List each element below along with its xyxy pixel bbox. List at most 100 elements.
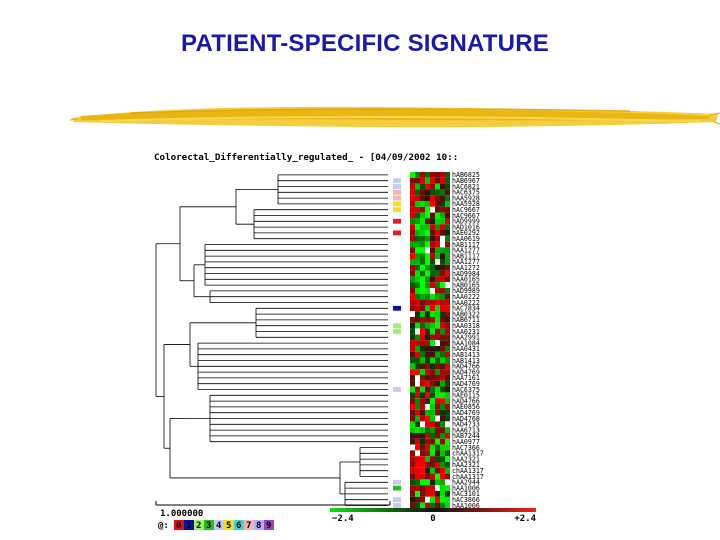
heatmap-cell xyxy=(440,392,445,399)
heatmap-cell xyxy=(410,485,415,491)
sample-annotation-mark xyxy=(393,305,401,311)
heatmap-cell xyxy=(425,392,430,399)
heatmap-cell xyxy=(425,177,430,184)
heatmap-cell xyxy=(430,485,435,491)
heatmap-cell xyxy=(425,183,430,190)
heatmap-cell xyxy=(425,340,430,346)
gene-label: hAA2991 xyxy=(452,334,480,342)
heatmap-cell xyxy=(440,212,445,219)
heatmap-cell xyxy=(415,409,420,416)
heatmap-cell xyxy=(425,427,430,433)
heatmap-cell xyxy=(445,404,450,410)
heatmap-cell xyxy=(425,288,430,294)
heatmap-cell xyxy=(440,502,445,509)
slide-title: PATIENT-SPECIFIC SIGNATURE xyxy=(181,30,549,57)
heatmap-cell xyxy=(415,491,420,497)
sample-annotation-mark xyxy=(393,387,401,392)
heatmap-cell xyxy=(435,311,440,317)
heatmap-cell xyxy=(430,259,435,265)
heatmap-cell xyxy=(410,299,415,306)
colorbar-min-label: −2.4 xyxy=(332,514,354,524)
heatmap-cell xyxy=(430,276,435,283)
heatmap-cell xyxy=(445,334,450,341)
gene-label: chAA1317 xyxy=(452,450,484,458)
heatmap-cell xyxy=(445,201,450,207)
heatmap-cell xyxy=(430,404,435,410)
heatmap-cell xyxy=(410,218,415,225)
heatmap-cell xyxy=(430,346,435,352)
heatmap-cell xyxy=(435,421,440,428)
heatmap-cell xyxy=(425,334,430,341)
heatmap-cell xyxy=(430,235,435,242)
heatmap-cell xyxy=(435,224,440,230)
heatmap-cell xyxy=(420,247,425,254)
heatmap-cell xyxy=(435,177,440,184)
heatmap-cell xyxy=(410,247,415,254)
heatmap-cell xyxy=(420,491,425,497)
heatmap-cell xyxy=(435,206,440,213)
heatmap-cell xyxy=(415,235,420,242)
heatmap-cell xyxy=(430,456,435,462)
gene-label: hAA1277 xyxy=(452,247,480,255)
heatmap-cell xyxy=(430,392,435,399)
gene-label: hAB1117 xyxy=(452,252,480,260)
heatmap-cell xyxy=(425,415,430,422)
heatmap-cell xyxy=(430,415,435,422)
heatmap-cell xyxy=(445,328,450,335)
heatmap-cell xyxy=(425,201,430,207)
heatmap-cell xyxy=(415,502,420,509)
heatmap-cell xyxy=(420,409,425,416)
sample-annotation-mark xyxy=(393,323,401,329)
heatmap-cell xyxy=(420,340,425,346)
sample-annotation-mark xyxy=(393,189,401,195)
sample-annotation-mark xyxy=(393,218,401,224)
heatmap-cell xyxy=(430,438,435,445)
gene-label: hAA0619 xyxy=(452,235,480,243)
heatmap-cell xyxy=(430,375,435,381)
heatmap-cell xyxy=(410,201,415,207)
heatmap-cell xyxy=(435,172,440,178)
heatmap-cell xyxy=(415,224,420,230)
palette-swatch xyxy=(234,520,244,530)
heatmap-cell xyxy=(440,485,445,491)
palette-digit: 1 xyxy=(186,521,191,531)
heatmap-cell xyxy=(410,206,415,213)
heatmap-cell xyxy=(410,346,415,352)
sample-annotation-mark xyxy=(393,497,401,503)
gene-label: hAA7161 xyxy=(452,374,480,382)
heatmap-cell xyxy=(425,282,430,288)
heatmap-cell xyxy=(415,398,420,404)
heatmap-cell xyxy=(445,467,450,474)
heatmap-cell xyxy=(420,201,425,207)
heatmap-cell xyxy=(415,450,420,457)
heatmap-cell xyxy=(420,183,425,190)
heatmap-cell xyxy=(440,224,445,230)
heatmap-cell xyxy=(435,462,440,468)
heatmap-cell xyxy=(415,299,420,306)
heatmap-cell xyxy=(445,340,450,346)
heatmap-cell xyxy=(420,444,425,451)
gene-label: hAA0222 xyxy=(452,293,480,301)
gene-label: hAA1277 xyxy=(452,258,480,266)
heatmap-cell xyxy=(415,189,420,196)
heatmap-cell xyxy=(430,177,435,184)
gene-label: hAB1413 xyxy=(452,351,480,359)
heatmap-cell xyxy=(440,276,445,283)
palette-swatch xyxy=(184,520,194,530)
gene-label: hAC6375 xyxy=(452,189,480,197)
heatmap-cell xyxy=(440,479,445,486)
heatmap-cell xyxy=(410,334,415,341)
heatmap-cell xyxy=(435,386,440,393)
scale-label: 1.000000 xyxy=(160,509,203,519)
heatmap-cell xyxy=(420,496,425,503)
heatmap-cell xyxy=(430,230,435,236)
heatmap-cell xyxy=(415,218,420,225)
heatmap-cell xyxy=(430,241,435,248)
heatmap-cell xyxy=(430,317,435,323)
heatmap-cell xyxy=(440,264,445,271)
sample-annotation-mark xyxy=(393,479,401,485)
heatmap-cell xyxy=(435,450,440,457)
heatmap-cell xyxy=(420,456,425,462)
heatmap-cell xyxy=(415,264,420,271)
heatmap-cell xyxy=(420,293,425,300)
